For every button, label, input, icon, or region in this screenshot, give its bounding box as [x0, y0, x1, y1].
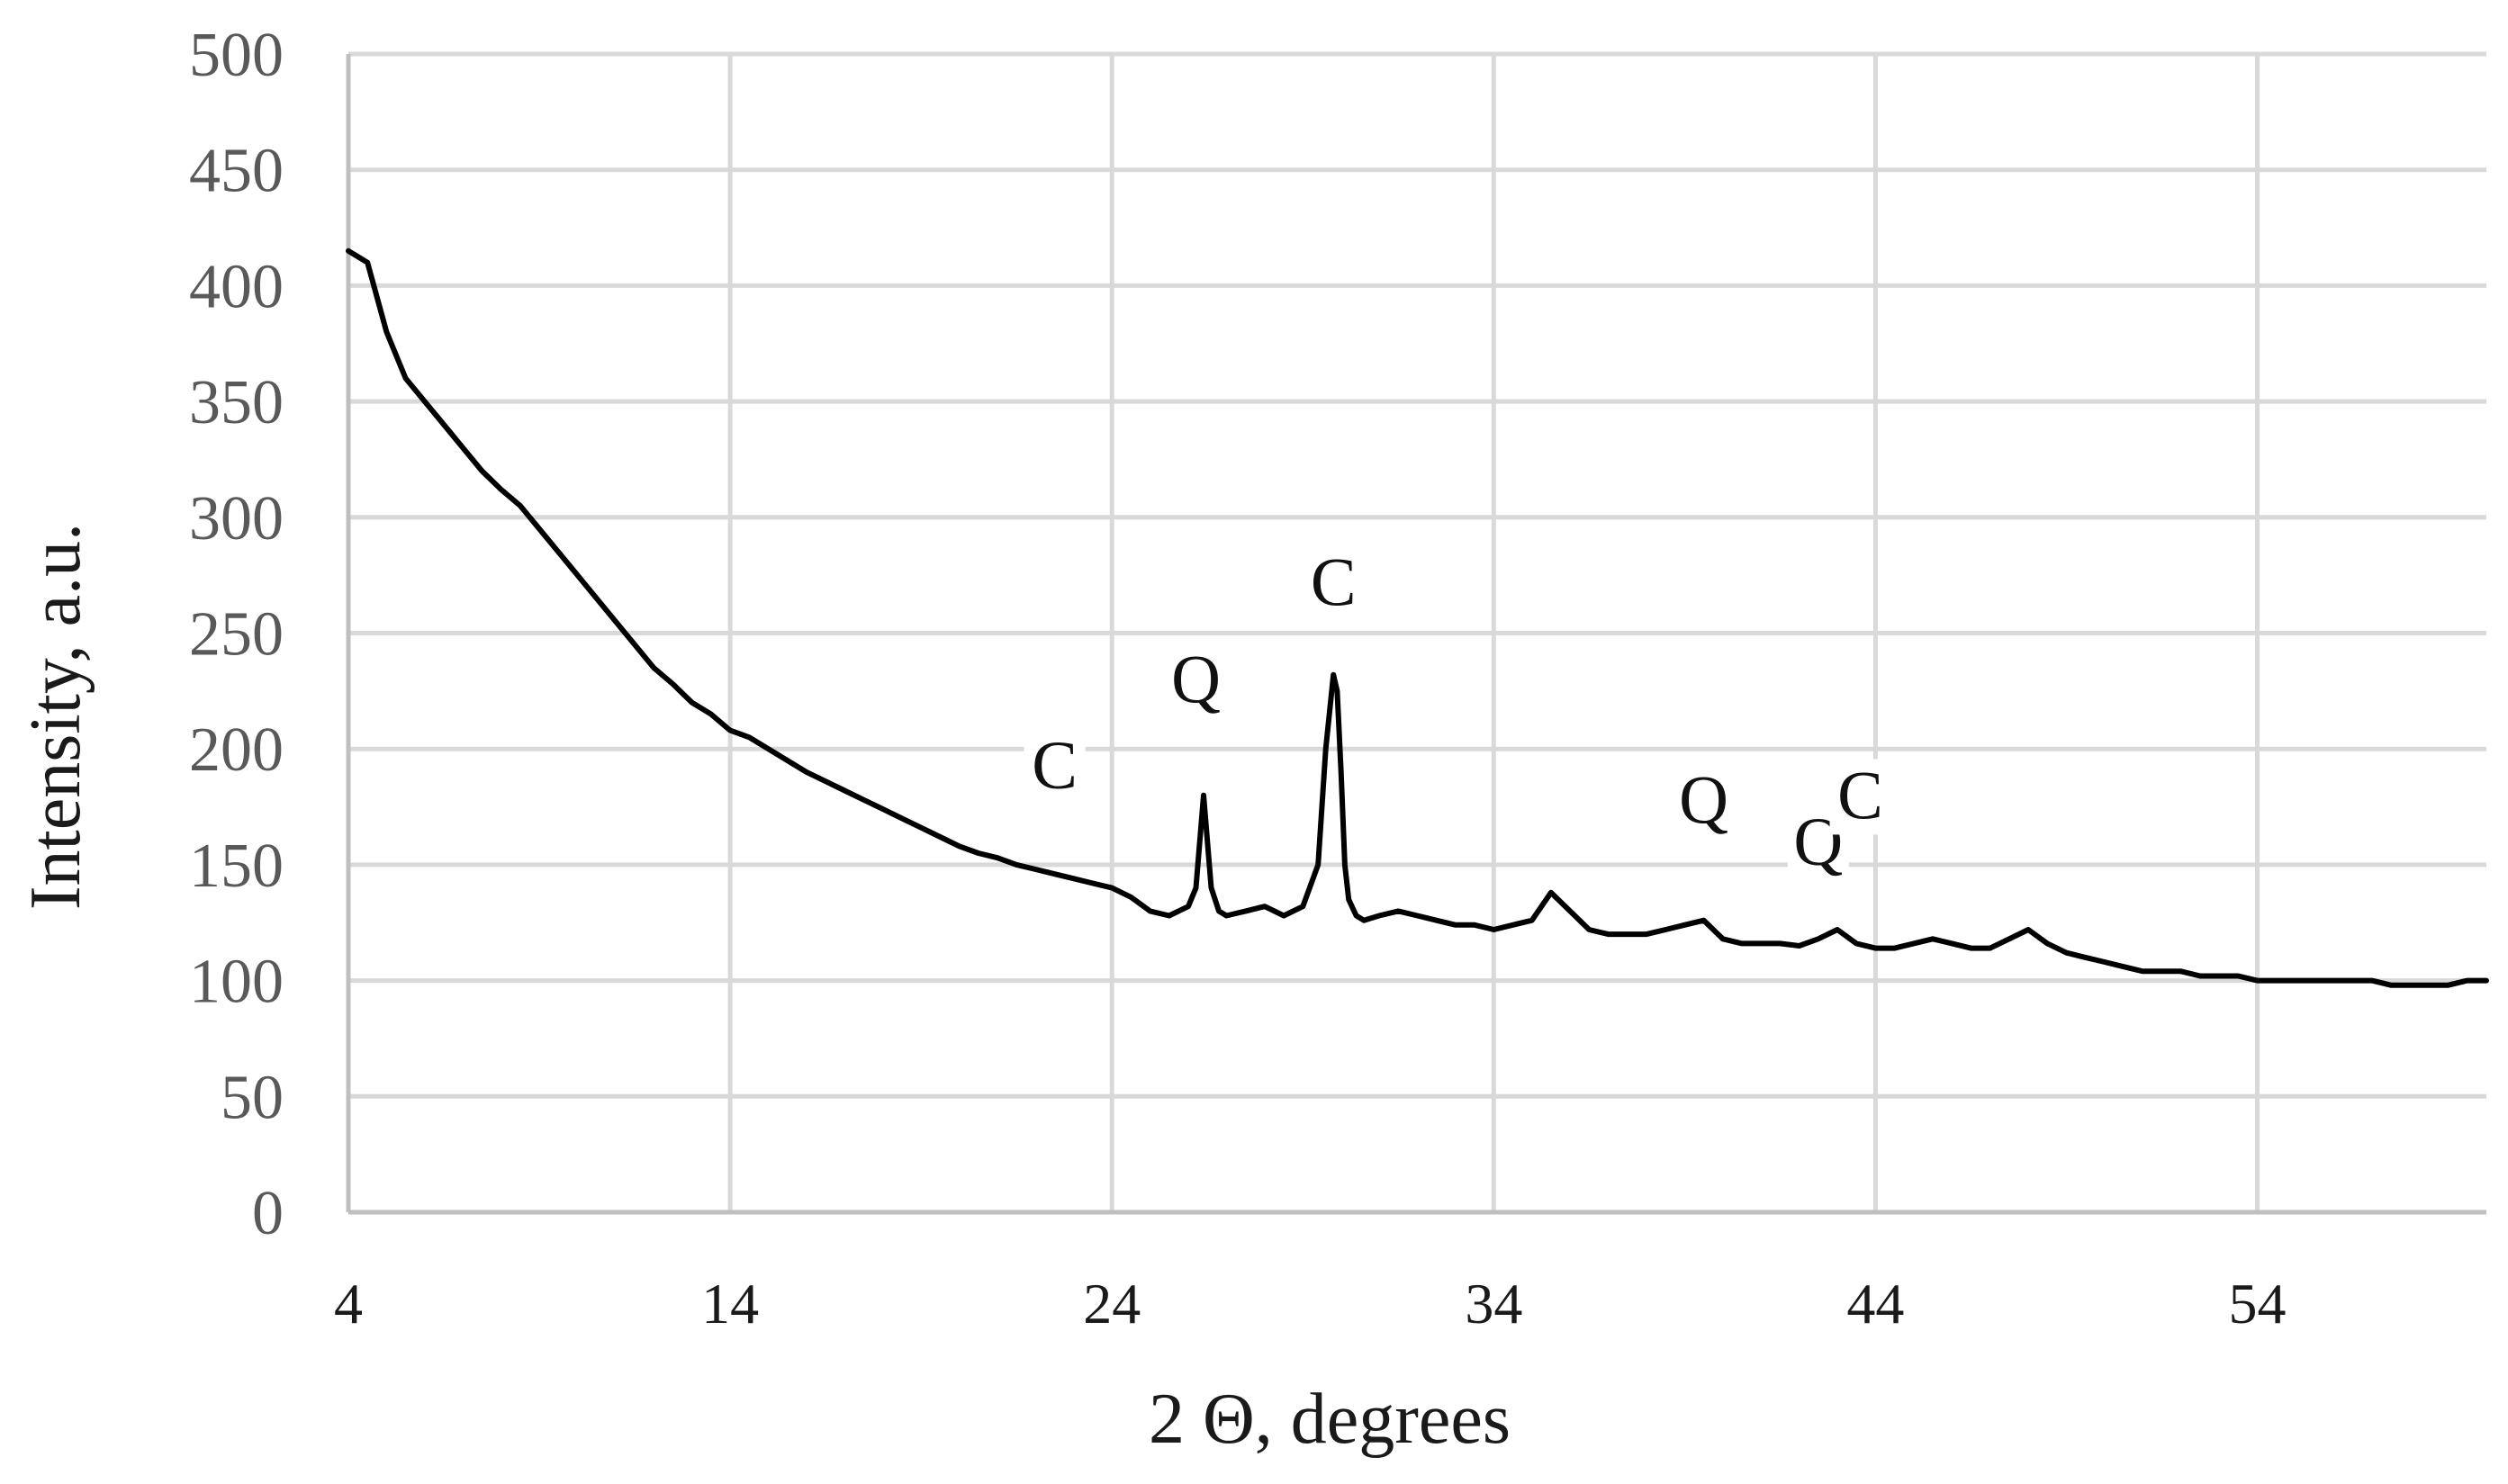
x-tick-label: 34	[1465, 1272, 1522, 1336]
y-tick-label: 300	[189, 484, 284, 553]
x-tick-label: 14	[701, 1272, 759, 1336]
y-tick-label: 450	[189, 137, 284, 206]
peak-label-bg	[1829, 759, 1891, 835]
xrd-pattern-line	[346, 247, 2489, 988]
x-tick-label: 24	[1083, 1272, 1141, 1336]
y-tick-label: 400	[189, 252, 284, 321]
peak-label: Q	[1679, 763, 1728, 839]
plot-area	[346, 247, 2489, 988]
peak-label: C	[1837, 758, 1883, 833]
y-tick-label: 250	[189, 600, 284, 670]
gridlines	[348, 51, 2486, 1212]
peak-label-bg	[1303, 545, 1365, 622]
peak-label: Q	[1171, 643, 1221, 718]
y-tick-label: 150	[189, 832, 284, 901]
tick-labels: 0 50 100 150 200 250 300 350 400 450 500 4 14 24 34 44 5…	[189, 21, 2287, 1336]
y-tick-label: 0	[252, 1179, 284, 1248]
axes	[346, 54, 2486, 1215]
y-tick-label: 200	[189, 715, 284, 785]
x-tick-label: 4	[334, 1272, 363, 1336]
x-axis-title: 2 Θ, degrees	[1149, 1380, 1511, 1459]
x-tick-label: 44	[1846, 1272, 1904, 1336]
peak-label: C	[1032, 728, 1078, 804]
peak-label-bg	[1024, 728, 1086, 805]
x-tick-label: 54	[2229, 1272, 2287, 1336]
y-tick-label: 350	[189, 368, 284, 437]
peak-label-bg	[1673, 763, 1735, 840]
y-axis-title: Intensity, a.u.	[16, 523, 95, 910]
peak-label: C	[1311, 545, 1357, 621]
peak-label-bg	[1165, 643, 1227, 719]
y-tick-label: 500	[189, 21, 284, 90]
y-tick-label: 100	[189, 948, 284, 1017]
y-tick-label: 50	[221, 1063, 284, 1132]
